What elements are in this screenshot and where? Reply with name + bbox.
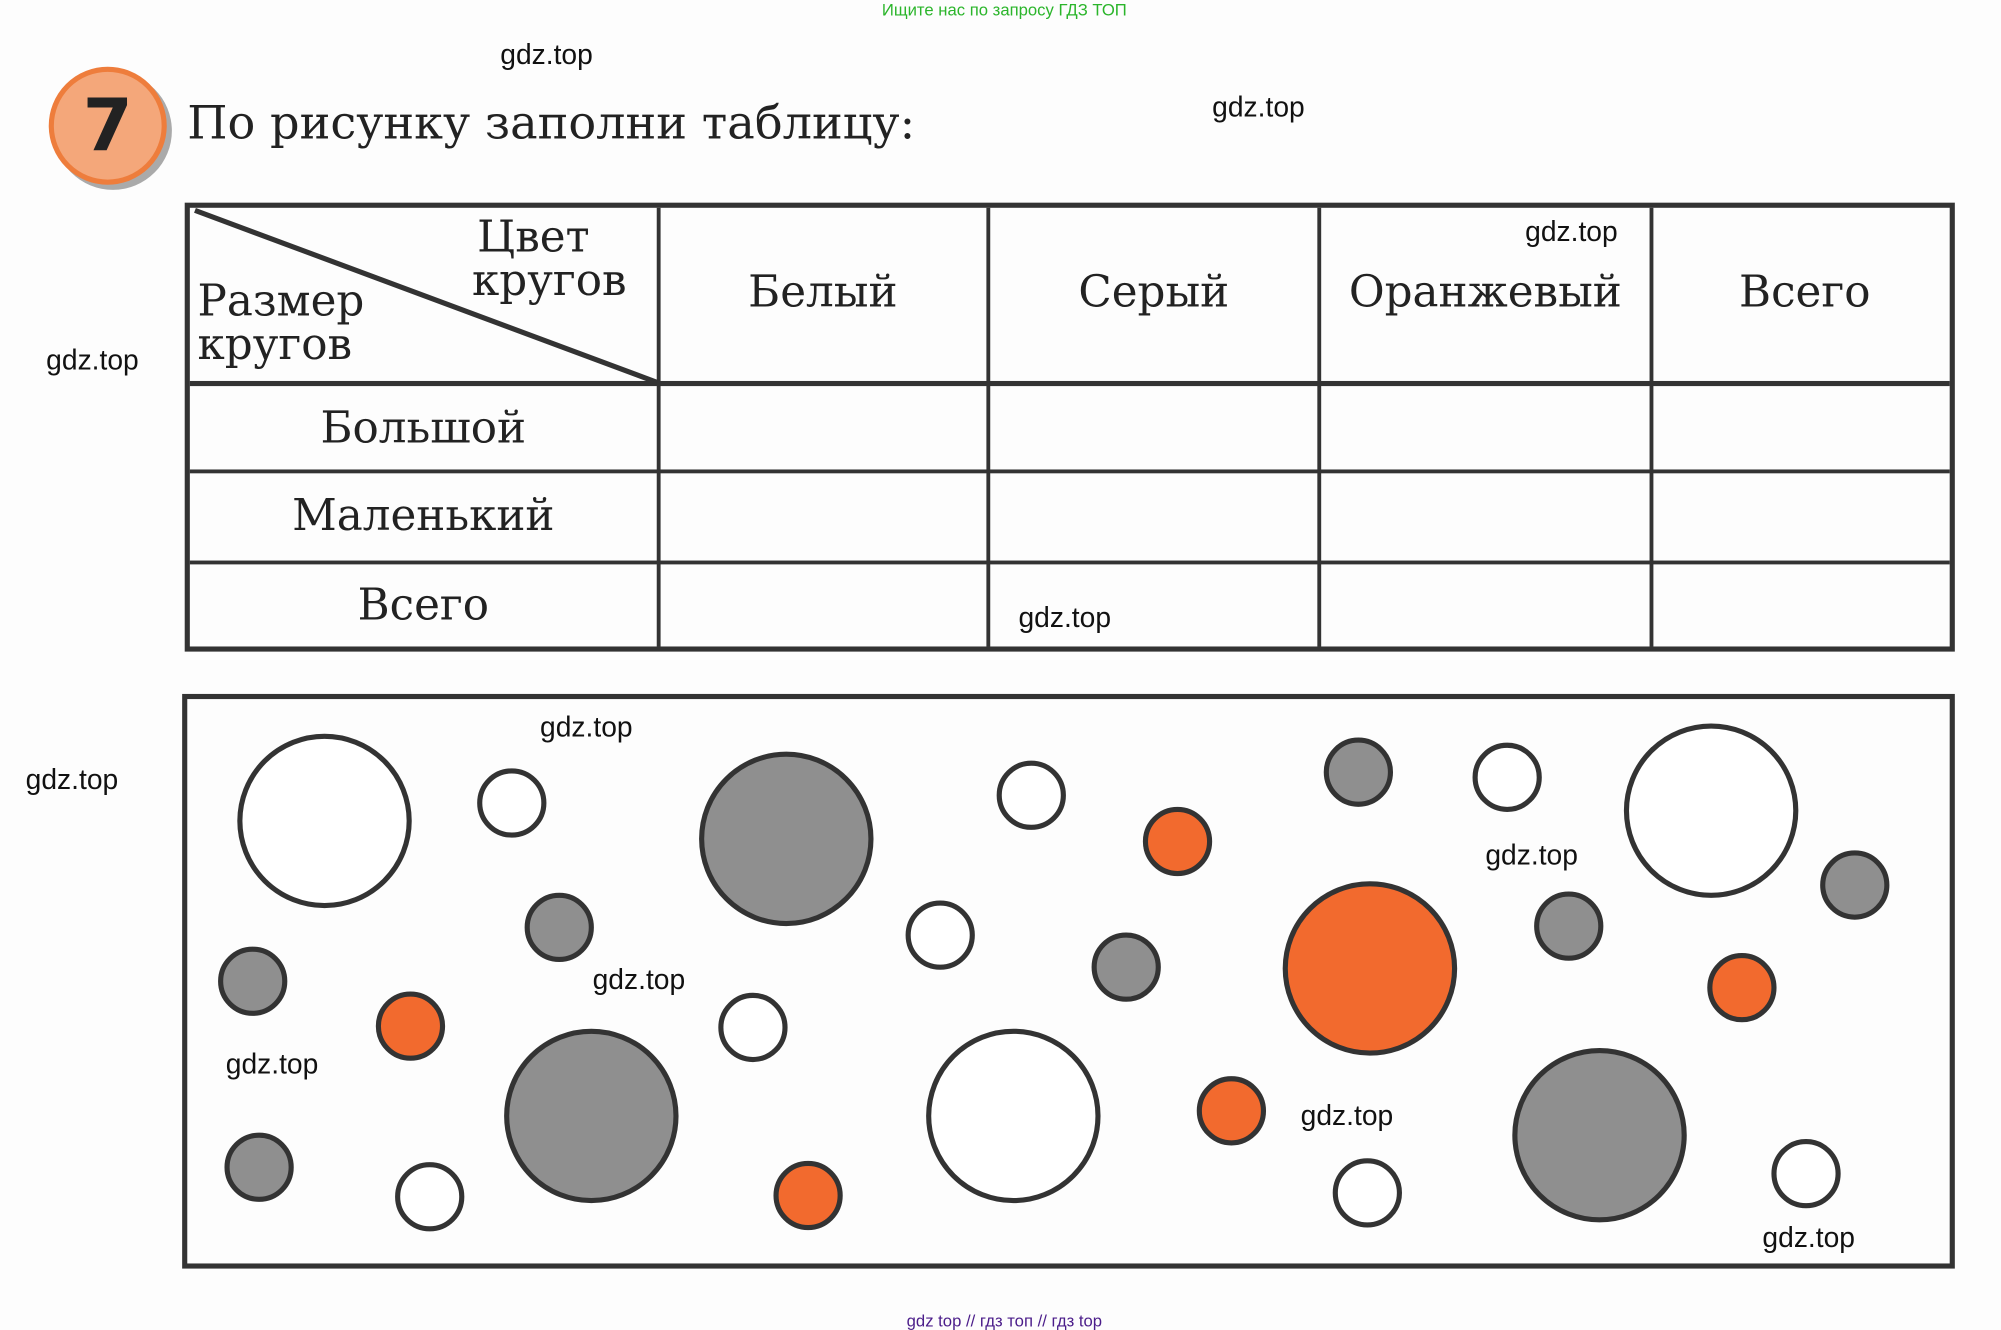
small-white-circle (718, 992, 788, 1063)
corner-diagonal (194, 207, 658, 385)
watermark: gdz.top (592, 963, 686, 996)
small-white-circle (477, 768, 547, 838)
task-title: По рисунку заполни таблицу: (187, 97, 916, 151)
corner-color-label: Цвет кругов (472, 215, 627, 302)
small-gray-circle (1091, 932, 1161, 1002)
corner-size-line2: кругов (197, 319, 353, 371)
watermark: gdz.top (1762, 1221, 1856, 1254)
small-white-circle (905, 900, 975, 970)
answer-table: Цвет кругов Размер кругов Белый Серый Ор… (184, 202, 1955, 652)
small-orange-circle (1142, 806, 1213, 877)
small-white-circle (1332, 1158, 1402, 1228)
watermark: gdz.top (1018, 601, 1112, 634)
large-orange-circle (1282, 881, 1458, 1056)
small-orange-circle (1707, 953, 1777, 1023)
row-header-large: Большой (320, 402, 527, 455)
watermark: gdz.top (1525, 215, 1618, 248)
corner-color-line2: кругов (472, 255, 627, 307)
watermark: gdz.top (1485, 838, 1578, 871)
small-gray-circle (224, 1132, 294, 1202)
large-white-circle (926, 1028, 1101, 1204)
task-number-badge: 7 (48, 66, 167, 185)
watermark: gdz.top (540, 710, 633, 743)
top-note: Ищите нас по запросу ГДЗ ТОП (881, 0, 1127, 20)
watermark: gdz.top (500, 38, 593, 71)
small-gray-circle (1534, 891, 1604, 961)
col-header-orange: Оранжевый (1348, 266, 1622, 319)
large-gray-circle (699, 751, 874, 927)
corner-size-line1: Размер (197, 275, 365, 328)
small-white-circle (1771, 1139, 1841, 1209)
row-header-small: Маленький (292, 489, 555, 542)
small-white-circle (395, 1162, 465, 1232)
corner-size-label: Размер кругов (198, 280, 365, 367)
small-orange-circle (375, 991, 446, 1061)
circles-svg (218, 723, 1890, 1232)
small-gray-circle (524, 892, 594, 963)
small-gray-circle (1820, 850, 1890, 920)
col-header-white: Белый (748, 266, 898, 319)
corner-color-line1: Цвет (477, 211, 590, 263)
col-header-gray: Серый (1078, 266, 1230, 319)
small-orange-circle (773, 1160, 843, 1231)
large-white-circle (1623, 723, 1799, 898)
large-white-circle (237, 733, 412, 909)
large-gray-circle (1512, 1047, 1687, 1223)
watermark: gdz.top (1300, 1099, 1394, 1132)
watermark: gdz.top (25, 763, 119, 796)
large-gray-circle (504, 1028, 679, 1204)
col-header-total: Всего (1739, 266, 1871, 319)
bottom-note: gdz top // гдз топ // гдз top (906, 1310, 1103, 1330)
small-gray-circle (1323, 737, 1394, 807)
small-white-circle (1472, 742, 1542, 812)
watermark: gdz.top (46, 343, 139, 376)
small-white-circle (996, 760, 1066, 830)
small-orange-circle (1196, 1076, 1267, 1146)
watermark: gdz.top (225, 1047, 319, 1081)
watermark: gdz.top (1212, 91, 1305, 124)
circles-picture (182, 693, 1955, 1269)
row-header-total: Всего (357, 579, 489, 632)
small-gray-circle (218, 946, 288, 1016)
